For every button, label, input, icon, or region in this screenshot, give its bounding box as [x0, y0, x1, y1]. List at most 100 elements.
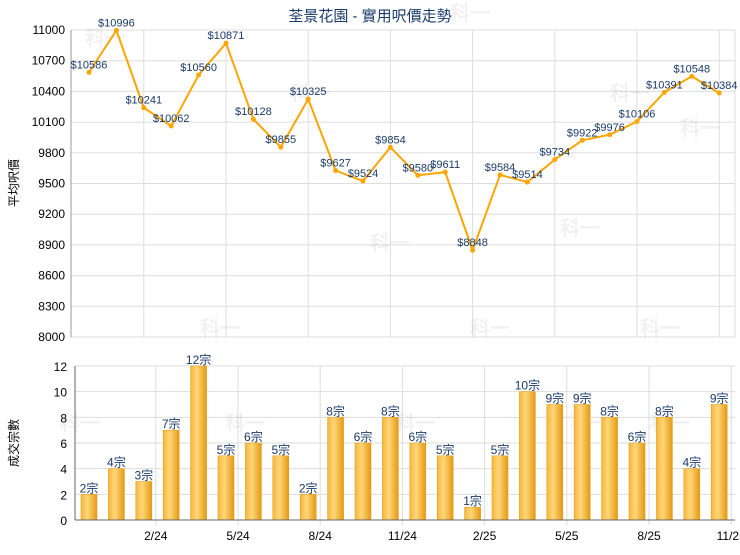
bar-y-tick-label: 2 [60, 488, 67, 502]
count-bar [546, 404, 564, 521]
count-data-label: 6宗 [408, 429, 427, 444]
count-bar [436, 455, 454, 521]
bar-y-tick-label: 4 [60, 463, 67, 477]
line-y-tick-label: 10400 [32, 84, 66, 98]
count-bar [354, 442, 372, 521]
count-bar [135, 481, 153, 521]
line-y-tick-label: 9200 [38, 207, 65, 221]
count-data-label: 6宗 [354, 429, 373, 444]
price-point [689, 73, 695, 79]
price-point [497, 172, 503, 178]
watermark: 科一 [395, 411, 435, 435]
price-point [634, 118, 640, 124]
count-bar [382, 417, 399, 521]
x-tick-label: 5/24 [226, 529, 250, 543]
x-tick-label: 2/25 [473, 529, 497, 543]
price-point [305, 96, 311, 102]
count-data-label: 8宗 [326, 403, 345, 418]
price-data-label: $9855 [266, 134, 297, 146]
price-data-label: $9580 [403, 162, 434, 174]
count-data-label: 6宗 [244, 429, 263, 444]
count-bar [162, 429, 180, 521]
watermark: 科一 [450, 1, 490, 25]
line-y-tick-label: 10100 [32, 115, 66, 129]
watermark: 科一 [200, 316, 240, 340]
price-data-label: $9627 [320, 158, 351, 170]
count-bar [519, 391, 536, 521]
price-data-label: $10325 [290, 86, 327, 98]
count-bar [464, 506, 481, 521]
price-data-label: $10871 [208, 30, 245, 42]
price-data-label: $10241 [125, 95, 162, 107]
bar-y-tick-label: 8 [60, 411, 67, 425]
watermark: 科一 [225, 411, 265, 435]
count-data-label: 4宗 [107, 455, 126, 470]
count-data-label: 2宗 [299, 480, 318, 495]
line-y-tick-label: 9800 [38, 146, 65, 160]
line-y-tick-label: 9500 [38, 177, 65, 191]
bar-y-axis-label: 成交宗數 [6, 419, 21, 467]
price-data-label: $9611 [430, 159, 460, 171]
count-bar [217, 455, 235, 521]
count-bar [683, 468, 701, 521]
count-bar [491, 455, 509, 521]
price-point [223, 40, 229, 46]
price-data-label: $9734 [540, 147, 571, 159]
price-point [442, 169, 448, 175]
count-data-label: 2宗 [80, 480, 99, 495]
price-point [415, 172, 421, 178]
line-y-tick-label: 8900 [38, 238, 65, 252]
price-data-label: $9922 [567, 127, 598, 139]
count-bar [245, 442, 262, 521]
line-y-tick-label: 11000 [33, 23, 66, 37]
price-line [88, 28, 720, 254]
count-bar [409, 442, 427, 521]
price-point [196, 72, 202, 78]
price-data-label: $8848 [457, 237, 488, 249]
price-point [360, 178, 366, 184]
price-point [661, 89, 667, 95]
price-data-label: $9854 [375, 134, 406, 146]
line-y-tick-label: 10700 [32, 54, 66, 68]
count-bar [108, 468, 125, 521]
count-data-label: 4宗 [682, 455, 701, 470]
price-data-label: $10391 [646, 79, 683, 91]
count-data-label: 3宗 [134, 468, 153, 483]
price-point [141, 105, 147, 111]
price-point [716, 90, 722, 96]
count-data-label: 6宗 [628, 429, 647, 444]
price-point [278, 144, 284, 150]
chart-title: 荃景花園 - 實用呎價走勢 [288, 7, 451, 25]
count-data-label: 8宗 [655, 403, 674, 418]
count-data-label: 8宗 [600, 403, 619, 418]
count-data-label: 1宗 [463, 493, 482, 508]
count-bar [299, 494, 317, 521]
line-y-axis-label: 平均呎價 [7, 159, 21, 207]
count-bar [710, 404, 728, 521]
x-tick-label: 11/24 [388, 529, 417, 543]
count-bar [601, 417, 618, 521]
bar-y-tick-label: 0 [60, 514, 67, 528]
price-data-label: $10106 [619, 108, 656, 120]
price-point [387, 144, 393, 150]
price-data-label: $9976 [594, 122, 625, 134]
count-data-label: 8宗 [381, 403, 400, 418]
price-point [524, 179, 530, 185]
price-data-label: $10548 [673, 63, 710, 75]
price-data-label: $9524 [348, 168, 379, 180]
count-bar [80, 494, 98, 521]
price-point [168, 123, 174, 129]
count-bar [573, 404, 591, 521]
count-bar [656, 417, 673, 521]
x-tick-label: 8/25 [637, 529, 661, 543]
count-bar [327, 417, 344, 521]
count-data-label: 5宗 [217, 442, 236, 457]
price-data-label: $10996 [98, 17, 135, 29]
count-data-label: 9宗 [573, 391, 592, 406]
x-tick-label: 5/25 [555, 529, 579, 543]
count-data-label: 5宗 [271, 442, 290, 457]
price-data-label: $10128 [235, 106, 272, 118]
price-point [113, 27, 119, 33]
price-data-label: $9584 [485, 162, 516, 174]
